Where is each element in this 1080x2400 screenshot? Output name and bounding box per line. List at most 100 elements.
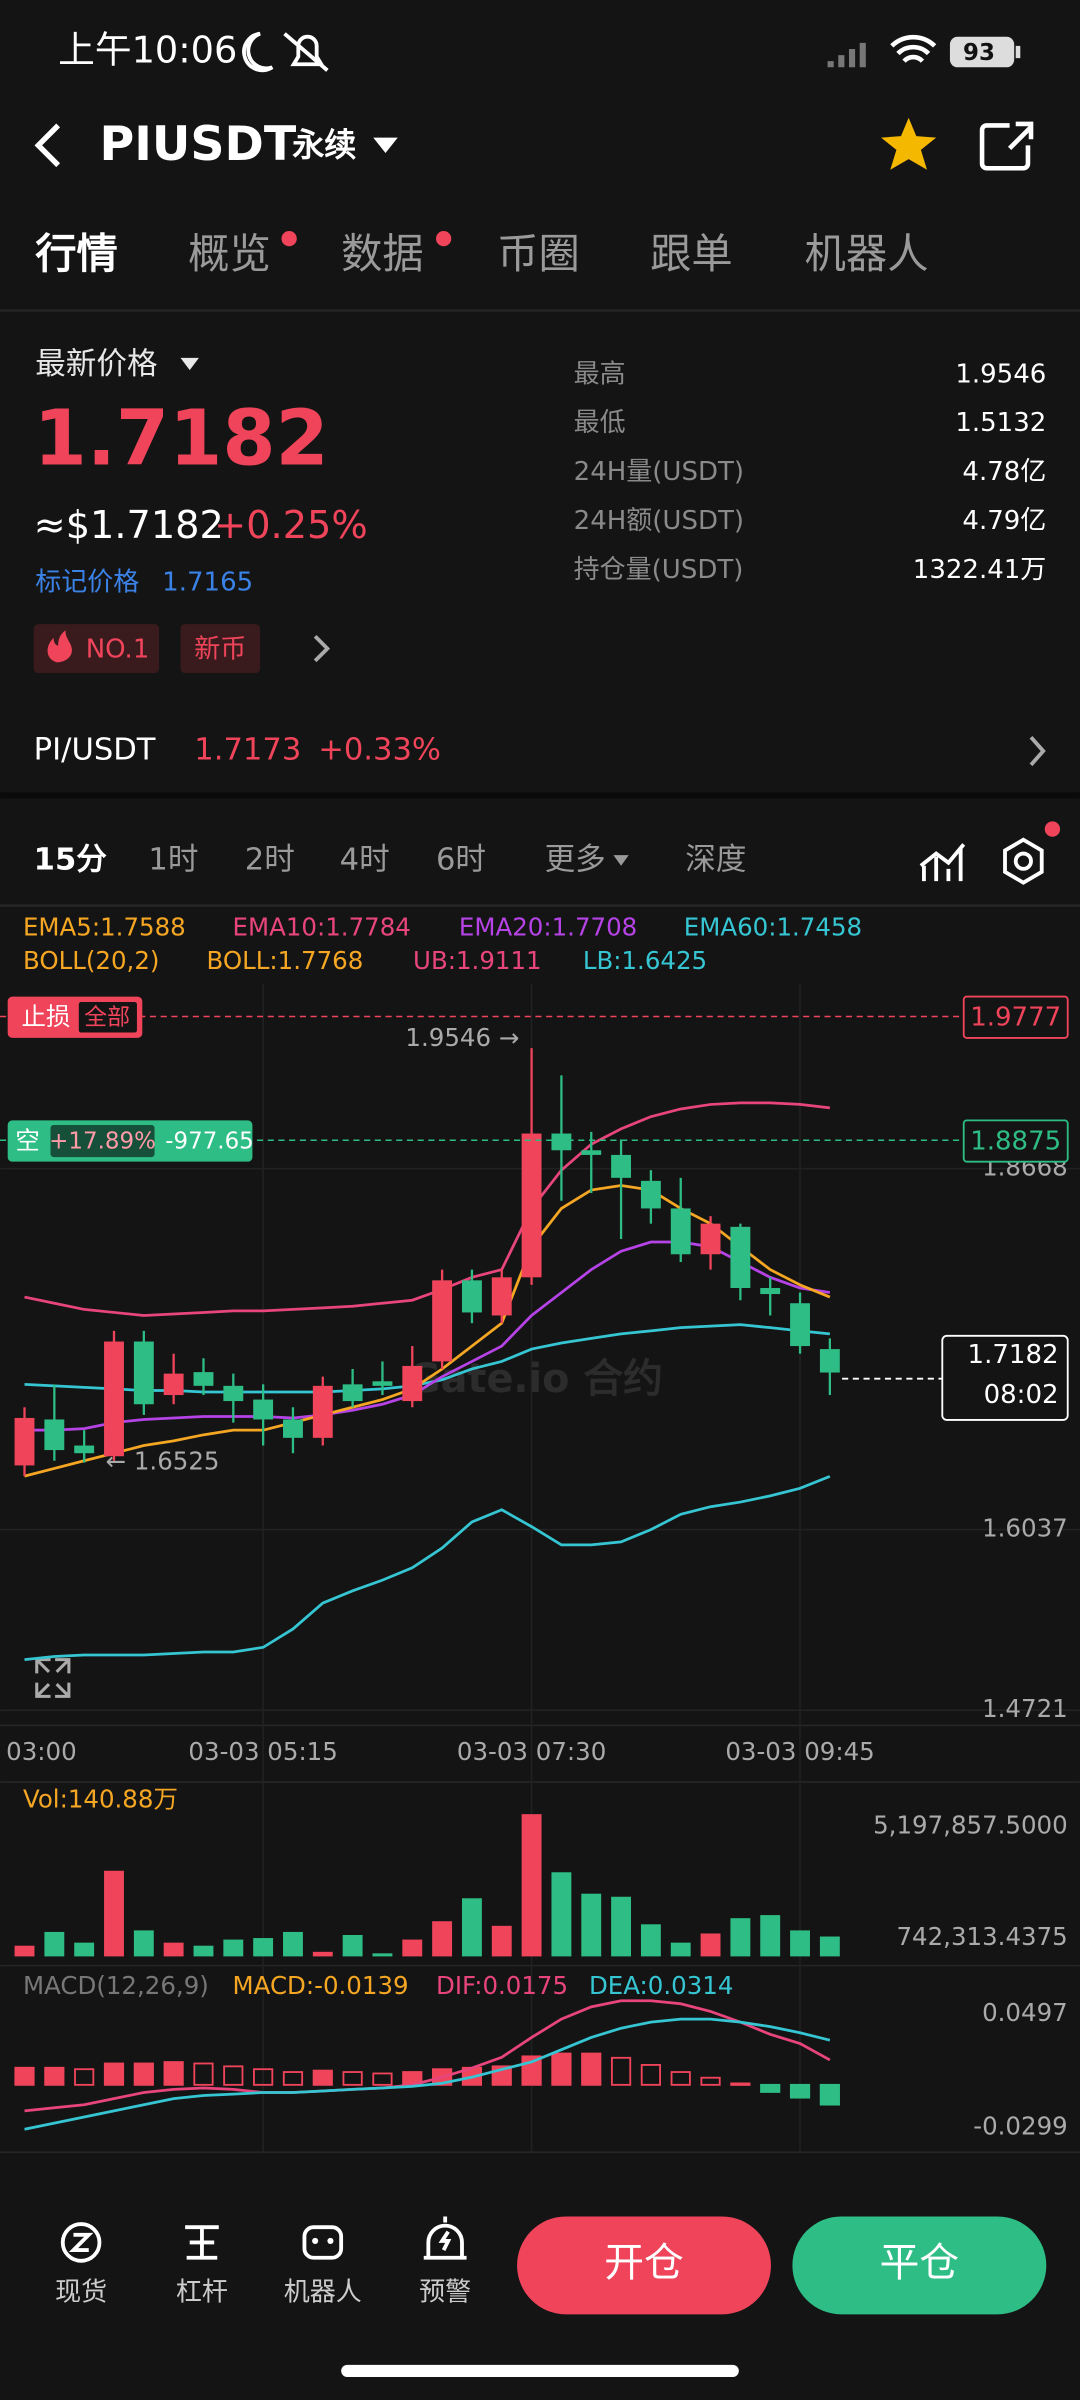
tab[interactable]: 跟单 — [650, 230, 733, 278]
timeframe[interactable]: 2时 — [245, 843, 295, 878]
position-pnl: +17.89% — [49, 1128, 156, 1154]
volume-bar — [193, 1945, 214, 1957]
chevron[interactable] — [313, 634, 331, 663]
y-tick-label: 0.0497 — [982, 1998, 1068, 2027]
volume-bar — [551, 1872, 572, 1957]
candle-body — [372, 1381, 393, 1386]
macd-legend: DIF:0.0175 — [436, 1971, 568, 2000]
indicator-line — [24, 1323, 831, 1394]
symbol[interactable]: PIUSDT — [99, 117, 296, 172]
timeframe[interactable]: 15分 — [34, 843, 108, 878]
wifi-icon — [890, 34, 937, 63]
timeframe[interactable]: 6时 — [436, 843, 486, 878]
macd-bar — [44, 2066, 65, 2086]
open-position-button[interactable] — [517, 2216, 771, 2315]
nav-label[interactable]: 机器人 — [284, 2277, 362, 2307]
stat-label: 24H额(USDT) — [574, 506, 744, 536]
macd-bar — [581, 2052, 602, 2086]
volume-bar — [491, 1925, 512, 1957]
volume-bar — [163, 1942, 184, 1957]
stat-label: 最低 — [574, 408, 626, 438]
candle-body — [611, 1154, 632, 1178]
tab[interactable]: 币圈 — [497, 230, 580, 278]
timeframe[interactable]: 深度 — [685, 843, 746, 878]
candle-body — [163, 1373, 184, 1396]
candle-body — [491, 1277, 512, 1316]
spot-pair[interactable]: PI/USDT — [34, 733, 156, 768]
open-position-label[interactable]: 开仓 — [604, 2240, 684, 2286]
symbol-dropdown[interactable] — [373, 137, 398, 153]
macd-bar — [760, 2083, 781, 2093]
macd-bar — [103, 2062, 125, 2086]
current-price-box — [941, 1334, 1069, 1421]
spot-icon[interactable] — [60, 2222, 102, 2263]
countdown: 08:02 — [984, 1380, 1059, 1410]
more-dropdown[interactable] — [613, 855, 629, 866]
indicator-line — [24, 1101, 831, 1317]
volume-bar — [461, 1898, 482, 1957]
back-button[interactable] — [34, 123, 61, 168]
indicator-line — [24, 1184, 831, 1478]
usd-price: ≈$1.7182 — [34, 504, 224, 548]
timeframe[interactable]: 更多 — [545, 843, 606, 878]
bot-eye — [312, 2237, 319, 2244]
tab[interactable]: 数据 — [341, 230, 424, 278]
candle-body — [14, 1417, 35, 1466]
candle-body — [223, 1385, 244, 1402]
current-price: 1.7182 — [968, 1340, 1059, 1370]
stat-label: 持仓量(USDT) — [574, 555, 744, 585]
indicator-label: LB:1.6425 — [583, 946, 707, 975]
margin-icon[interactable] — [185, 2225, 219, 2260]
divider — [0, 792, 1080, 799]
tab[interactable]: 机器人 — [805, 230, 929, 278]
pnl-box — [50, 1124, 155, 1158]
price-type[interactable]: 最新价格 — [35, 347, 157, 382]
nav-label[interactable]: 杠杆 — [176, 2277, 228, 2307]
indicator-icon[interactable] — [919, 843, 966, 882]
bot-icon[interactable] — [302, 2225, 344, 2260]
volume-bar — [819, 1936, 840, 1957]
nav-label[interactable]: 预警 — [419, 2277, 471, 2307]
order-price-box — [962, 995, 1069, 1039]
volume-bar — [372, 1953, 393, 1957]
timeframe[interactable]: 4时 — [340, 843, 390, 878]
volume-bar — [402, 1939, 423, 1957]
badge — [180, 624, 261, 674]
spot-price: 1.7173 — [194, 733, 301, 768]
candle-body — [193, 1372, 214, 1386]
candle-body — [461, 1280, 482, 1313]
timeframe[interactable]: 1时 — [148, 843, 198, 878]
tab[interactable]: 行情 — [35, 230, 118, 278]
candle-body — [283, 1419, 303, 1438]
favorite-star[interactable] — [881, 117, 937, 170]
indicator-label: EMA20:1.7708 — [459, 912, 637, 941]
stat-label: 24H量(USDT) — [574, 457, 744, 487]
volume-bar — [700, 1933, 721, 1957]
tab[interactable]: 概览 — [188, 230, 271, 278]
position-side: 空 — [15, 1126, 39, 1155]
settings-icon-center — [1013, 851, 1033, 871]
chevron[interactable] — [1029, 736, 1046, 767]
volume-bar — [133, 1930, 154, 1957]
stat-label: 最高 — [574, 359, 626, 389]
alert-icon[interactable] — [423, 2216, 467, 2260]
candle-body — [432, 1280, 453, 1362]
signal-icon — [827, 42, 866, 68]
close-position-label[interactable]: 平仓 — [880, 2240, 960, 2286]
share-icon[interactable] — [979, 121, 1034, 171]
y-tick-label: 1.4721 — [982, 1694, 1068, 1723]
extreme-label: ← 1.6525 — [106, 1447, 220, 1476]
volume-bar — [14, 1945, 35, 1957]
contract-type[interactable]: 永续 — [292, 126, 356, 164]
settings-icon[interactable] — [1003, 837, 1044, 885]
nav-label[interactable]: 现货 — [55, 2277, 107, 2307]
volume-bar — [581, 1893, 602, 1957]
price-type-dropdown[interactable] — [180, 357, 199, 371]
macd-bar — [342, 2071, 363, 2086]
last-price: 1.7182 — [34, 395, 329, 484]
candle-body — [402, 1365, 423, 1402]
close-position-button[interactable] — [792, 2216, 1047, 2315]
stop-label: 止损 — [21, 1002, 70, 1031]
badge-dot — [1044, 821, 1061, 837]
